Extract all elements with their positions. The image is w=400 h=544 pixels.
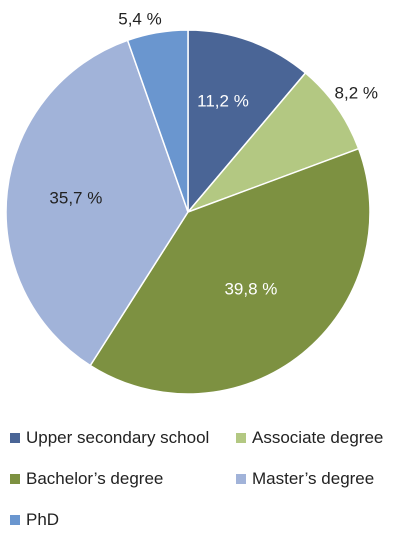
pie-chart: 11,2 % 8,2 % 39,8 % 35,7 % 5,4 % <box>5 9 378 395</box>
data-label-master: 35,7 % <box>49 189 102 208</box>
legend-swatch <box>10 433 20 443</box>
legend-item-upper-secondary: Upper secondary school <box>10 428 209 448</box>
legend-swatch <box>10 474 20 484</box>
legend-item-associate: Associate degree <box>236 428 383 448</box>
legend-swatch <box>236 433 246 443</box>
data-label-upper-secondary: 11,2 % <box>197 91 249 110</box>
data-label-bachelor: 39,8 % <box>224 279 277 298</box>
legend-label: Master’s degree <box>252 469 375 488</box>
pie-slice-bachelor <box>89 147 371 395</box>
legend-item-bachelor: Bachelor’s degree <box>10 469 163 489</box>
pie-slice-upper-secondary <box>187 29 307 215</box>
legend-label: Associate degree <box>252 428 384 447</box>
legend-item-phd: PhD <box>10 510 59 530</box>
legend-swatch <box>236 474 246 484</box>
legend-swatch <box>10 515 20 525</box>
legend-label: PhD <box>26 510 60 529</box>
pie-slice-phd <box>126 29 189 213</box>
legend: Upper secondary school Associate degree … <box>0 420 400 544</box>
pie-slice-master <box>5 39 189 367</box>
legend-label: Bachelor’s degree <box>26 469 164 488</box>
pie-slice-associate <box>185 71 360 214</box>
data-label-phd: 5,4 % <box>118 9 161 28</box>
legend-item-master: Master’s degree <box>236 469 374 489</box>
legend-label: Upper secondary school <box>26 428 210 447</box>
data-label-associate: 8,2 % <box>335 83 378 102</box>
